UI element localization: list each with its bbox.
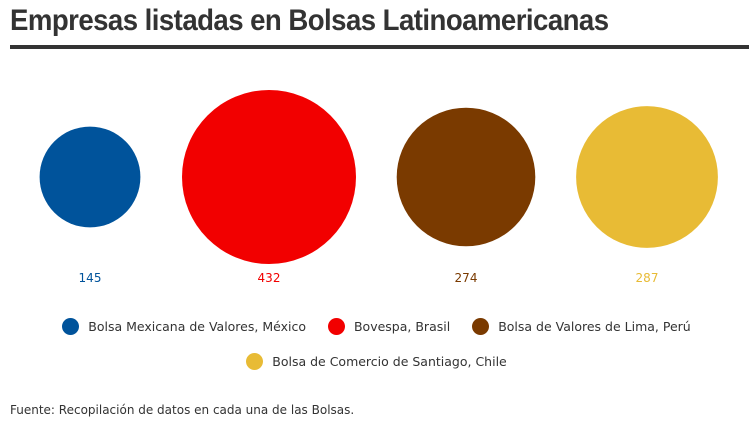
legend-row-1: Bolsa Mexicana de Valores, México Bovespa… <box>0 318 753 335</box>
legend-row-2: Bolsa de Comercio de Santiago, Chile <box>0 353 753 370</box>
legend-swatch-icon <box>62 318 80 335</box>
bubble-bolsa-mexicana-de-valores-mexico[interactable] <box>39 126 141 228</box>
value-label-bolsa-mexicana-de-valores-mexico: 145 <box>79 271 102 285</box>
bubble-chart: 145 432 274 287 <box>39 90 718 285</box>
legend-label: Bolsa de Valores de Lima, Perú <box>498 319 691 334</box>
bubble-bolsa-de-valores-de-lima-peru[interactable] <box>396 107 536 247</box>
bubble-bovespa-brasil[interactable] <box>182 90 356 264</box>
value-label-bovespa-brasil: 432 <box>258 271 281 285</box>
chart-title: Empresas listadas en Bolsas Latinoameric… <box>10 4 609 37</box>
title-rule <box>10 45 749 49</box>
legend-label: Bolsa de Comercio de Santiago, Chile <box>272 354 507 369</box>
source-note: Fuente: Recopilación de datos en cada un… <box>10 403 355 417</box>
legend-swatch-icon <box>472 318 490 335</box>
legend-swatch-icon <box>246 353 264 370</box>
legend-label: Bolsa Mexicana de Valores, México <box>88 319 306 334</box>
legend-swatch-icon <box>327 318 345 335</box>
legend-item-bolsa-mexicana-de-valores-mexico[interactable]: Bolsa Mexicana de Valores, México <box>62 318 306 335</box>
legend-label: Bovespa, Brasil <box>353 319 451 334</box>
legend-item-bovespa-brasil[interactable]: Bovespa, Brasil <box>327 318 451 335</box>
legend-item-bolsa-de-valores-de-lima-peru[interactable]: Bolsa de Valores de Lima, Perú <box>472 318 691 335</box>
legend-item-bolsa-de-comercio-de-santiago-chile[interactable]: Bolsa de Comercio de Santiago, Chile <box>246 353 507 370</box>
value-label-bolsa-de-comercio-de-santiago-chile: 287 <box>636 271 659 285</box>
bubble-bolsa-de-comercio-de-santiago-chile[interactable] <box>576 106 718 248</box>
value-label-bolsa-de-valores-de-lima-peru: 274 <box>455 271 478 285</box>
